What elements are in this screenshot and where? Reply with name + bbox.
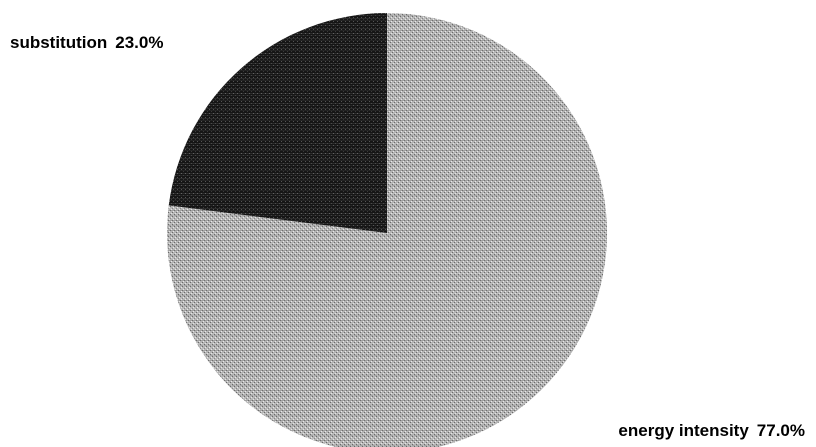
slice-label-substitution: substitution 23.0% [10,33,163,52]
slice-label-value: 77.0% [757,421,805,440]
slice-label-name: substitution [10,33,107,52]
slice-label-name: energy intensity [618,421,749,440]
pie-slice-texture [168,13,387,233]
pie-slices [167,13,607,447]
pie-slice-texture [167,13,607,447]
pie-labels: energy intensity 77.0% substitution 23.0% [10,33,805,440]
slice-label-energy-intensity: energy intensity 77.0% [618,421,805,440]
slice-label-value: 23.0% [115,33,163,52]
